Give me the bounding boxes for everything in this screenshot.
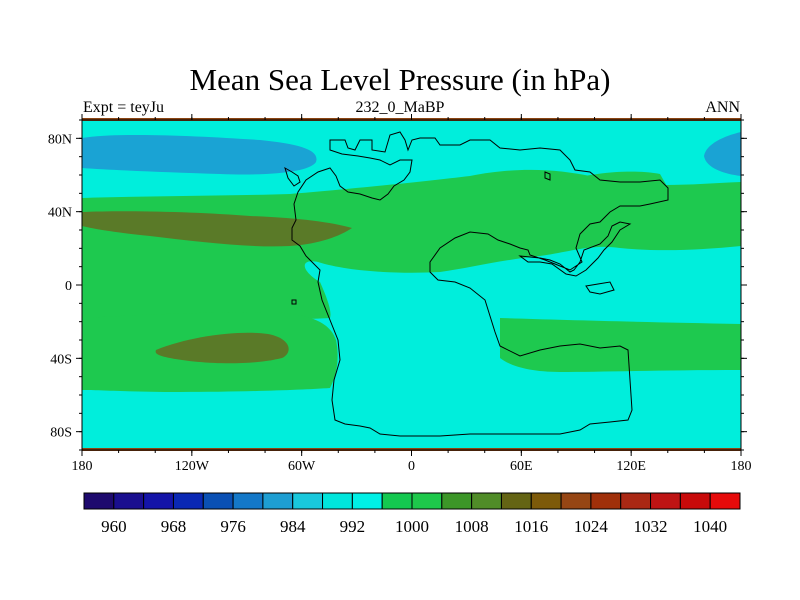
region-eastern-high-north xyxy=(560,171,668,202)
colorbar-label: 1032 xyxy=(634,517,668,536)
colorbar-box xyxy=(560,492,592,510)
region-eastern-high-south xyxy=(500,318,741,372)
colorbar-box xyxy=(143,492,174,510)
colorbar-box xyxy=(441,492,473,510)
axis-ticks xyxy=(76,114,747,456)
x-tick-label: 180 xyxy=(72,459,93,474)
subtitle-right: ANN xyxy=(705,99,740,116)
colorbar-box xyxy=(530,492,562,510)
colorbar-label: 1016 xyxy=(514,517,548,536)
colorbar-box xyxy=(381,492,413,510)
y-tick-label: 80N xyxy=(48,132,72,147)
colorbar-box xyxy=(471,492,502,510)
colorbar-box xyxy=(172,492,204,510)
colorbar xyxy=(83,492,741,510)
x-tick-label: 60E xyxy=(510,459,533,474)
colorbar-box xyxy=(590,492,622,510)
colorbar-label: 1024 xyxy=(574,517,609,536)
x-tick-label: 180 xyxy=(731,459,752,474)
colorbar-box xyxy=(620,492,652,510)
x-tick-label: 60W xyxy=(288,459,316,474)
region-low-arctic-east xyxy=(704,132,741,176)
chart-title: Mean Sea Level Pressure (in hPa) xyxy=(189,62,611,97)
colorbar-box xyxy=(500,492,532,510)
subtitle-left: Expt = teyJu xyxy=(83,99,165,116)
x-tick-label: 0 xyxy=(408,459,415,474)
colorbar-box xyxy=(679,492,711,510)
colorbar-box xyxy=(709,492,741,510)
y-tick-label: 0 xyxy=(65,279,72,294)
y-tick-label: 40N xyxy=(48,206,72,221)
subtitle-center: 232_0_MaBP xyxy=(355,99,445,116)
continent-outline xyxy=(284,131,669,437)
colorbar-box xyxy=(262,492,294,510)
colorbar-label: 992 xyxy=(340,517,366,536)
colorbar-labels: 960 968 976 984 992 1000 1008 1016 1024 1032 1040 xyxy=(101,517,727,536)
region-subtropical-high-south-core xyxy=(155,332,289,364)
colorbar-box xyxy=(351,492,383,510)
region-subtropical-high-north-core xyxy=(82,211,352,247)
colorbar-label: 1000 xyxy=(395,517,429,536)
colorbar-box xyxy=(113,492,145,510)
colorbar-label: 1008 xyxy=(455,517,489,536)
region-low-arctic-pacific xyxy=(82,134,317,175)
colorbar-label: 1040 xyxy=(693,517,727,536)
colorbar-label: 976 xyxy=(220,517,246,536)
x-tick-label: 120E xyxy=(616,459,646,474)
y-tick-label: 80S xyxy=(50,426,72,441)
colorbar-box xyxy=(411,492,443,510)
colorbar-box xyxy=(232,492,264,510)
colorbar-box xyxy=(650,492,681,510)
x-tick-labels: 180 120W 60W 0 60E 120E 180 xyxy=(72,459,752,474)
colorbar-box xyxy=(83,492,115,510)
colorbar-box xyxy=(292,492,324,510)
colorbar-box xyxy=(322,492,353,510)
colorbar-label: 968 xyxy=(161,517,187,536)
y-tick-label: 40S xyxy=(50,352,72,367)
colorbar-box xyxy=(202,492,234,510)
x-tick-label: 120W xyxy=(175,459,210,474)
colorbar-label: 984 xyxy=(280,517,306,536)
y-tick-labels: 80N 40N 0 40S 80S xyxy=(48,132,72,440)
region-subtropical-high-north xyxy=(82,169,741,319)
colorbar-label: 960 xyxy=(101,517,127,536)
